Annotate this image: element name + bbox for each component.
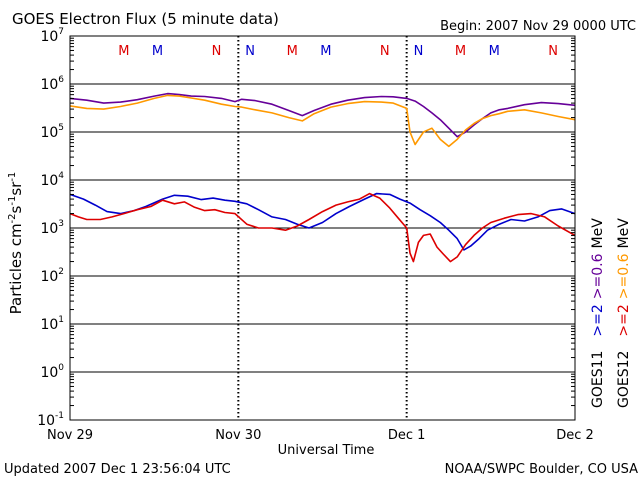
series-line-2 bbox=[69, 192, 576, 251]
time-marker-7: N bbox=[414, 44, 424, 59]
legend-row2-part-2: >=0.6 bbox=[616, 253, 632, 299]
legend: GOES11 >=2 >=0.6 MeV GOES12 >=2 >=0.6 MeV bbox=[590, 218, 632, 408]
series-line-0 bbox=[69, 92, 576, 138]
y-tick-label-2: 101 bbox=[40, 315, 64, 333]
legend-row2: GOES12 >=2 >=0.6 MeV bbox=[616, 218, 632, 408]
y-tick-labels: 10-1 100 101 102 103 104 105 106 107 bbox=[37, 27, 575, 429]
time-marker-5: M bbox=[320, 44, 331, 59]
legend-row1-part-0: GOES11 bbox=[590, 351, 606, 408]
legend-row2-part-0: GOES12 bbox=[616, 351, 632, 408]
x-tick-label-3: Dec 2 bbox=[556, 428, 594, 443]
time-marker-9: M bbox=[489, 44, 500, 59]
time-marker-0: M bbox=[118, 44, 129, 59]
time-marker-3: N bbox=[245, 44, 255, 59]
series-lines bbox=[69, 92, 576, 263]
y-tick-label-4: 103 bbox=[40, 219, 64, 237]
time-marker-4: M bbox=[287, 44, 298, 59]
legend-row1-part-1: >=2 bbox=[590, 304, 606, 336]
y-tick-label-1: 100 bbox=[40, 363, 64, 381]
x-tick-label-0: Nov 29 bbox=[47, 428, 93, 443]
series-line-3 bbox=[69, 192, 576, 263]
x-tick-label-2: Dec 1 bbox=[388, 428, 426, 443]
legend-row1-part-3: MeV bbox=[590, 218, 606, 249]
updated-label: Updated 2007 Dec 1 23:56:04 UTC bbox=[4, 462, 231, 477]
time-marker-6: N bbox=[380, 44, 390, 59]
x-tick-labels: Nov 29 Nov 30 Dec 1 Dec 2 bbox=[47, 428, 594, 443]
y-tick-label-7: 106 bbox=[40, 75, 64, 93]
series-line-1 bbox=[69, 94, 576, 148]
legend-row2-part-3: MeV bbox=[616, 218, 632, 249]
y-tick-label-5: 104 bbox=[40, 171, 64, 189]
x-tick-label-1: Nov 30 bbox=[215, 428, 261, 443]
legend-row1-part-2: >=0.6 bbox=[590, 253, 606, 299]
y-tick-label-6: 105 bbox=[40, 123, 64, 141]
legend-row2-part-1: >=2 bbox=[616, 304, 632, 336]
time-marker-1: M bbox=[152, 44, 163, 59]
time-marker-10: N bbox=[548, 44, 558, 59]
time-marker-2: N bbox=[212, 44, 222, 59]
time-marker-8: M bbox=[455, 44, 466, 59]
y-tick-label-3: 102 bbox=[40, 267, 64, 285]
y-tick-label-8: 107 bbox=[40, 27, 64, 45]
legend-row1: GOES11 >=2 >=0.6 MeV bbox=[590, 218, 606, 408]
y-tick-label-0: 10-1 bbox=[37, 411, 64, 429]
x-axis-label: Universal Time bbox=[278, 443, 375, 458]
credit-label: NOAA/SWPC Boulder, CO USA bbox=[445, 462, 638, 477]
chart-title: GOES Electron Flux (5 minute data) bbox=[12, 10, 279, 28]
begin-label: Begin: 2007 Nov 29 0000 UTC bbox=[440, 19, 636, 34]
y-axis-label: Particles cm-2s-1sr-1 bbox=[7, 172, 25, 315]
